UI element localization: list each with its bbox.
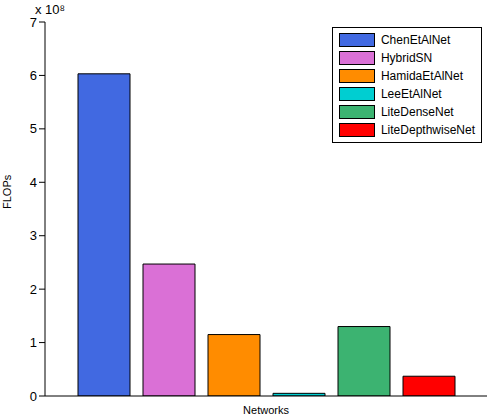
html-text:HybridSN: HybridSN (380, 51, 433, 65)
svg-text:1: 1 (30, 335, 37, 350)
html-text:LiteDenseNet: LiteDenseNet (380, 105, 454, 119)
svg-text:Networks: Networks (243, 404, 289, 414)
svg-text:3: 3 (30, 228, 37, 243)
html-text:LiteDepthwiseNet: LiteDepthwiseNet (380, 123, 475, 137)
html-text:HamidaEtAlNet: HamidaEtAlNet (380, 69, 463, 83)
html-text:ChenEtAlNet: ChenEtAlNet (380, 33, 451, 47)
html-text:LeeEtAlNet: LeeEtAlNet (380, 87, 442, 101)
svg-text:4: 4 (30, 175, 37, 190)
svg-text:0: 0 (30, 389, 37, 404)
svg-text:2: 2 (30, 282, 37, 297)
svg-text:7: 7 (29, 14, 37, 30)
svg-text:FLOPs: FLOPs (8, 174, 13, 209)
svg-text:5: 5 (30, 121, 37, 136)
svg-text:6: 6 (30, 68, 37, 83)
html-text:x 10⁸: x 10⁸ (35, 2, 66, 17)
